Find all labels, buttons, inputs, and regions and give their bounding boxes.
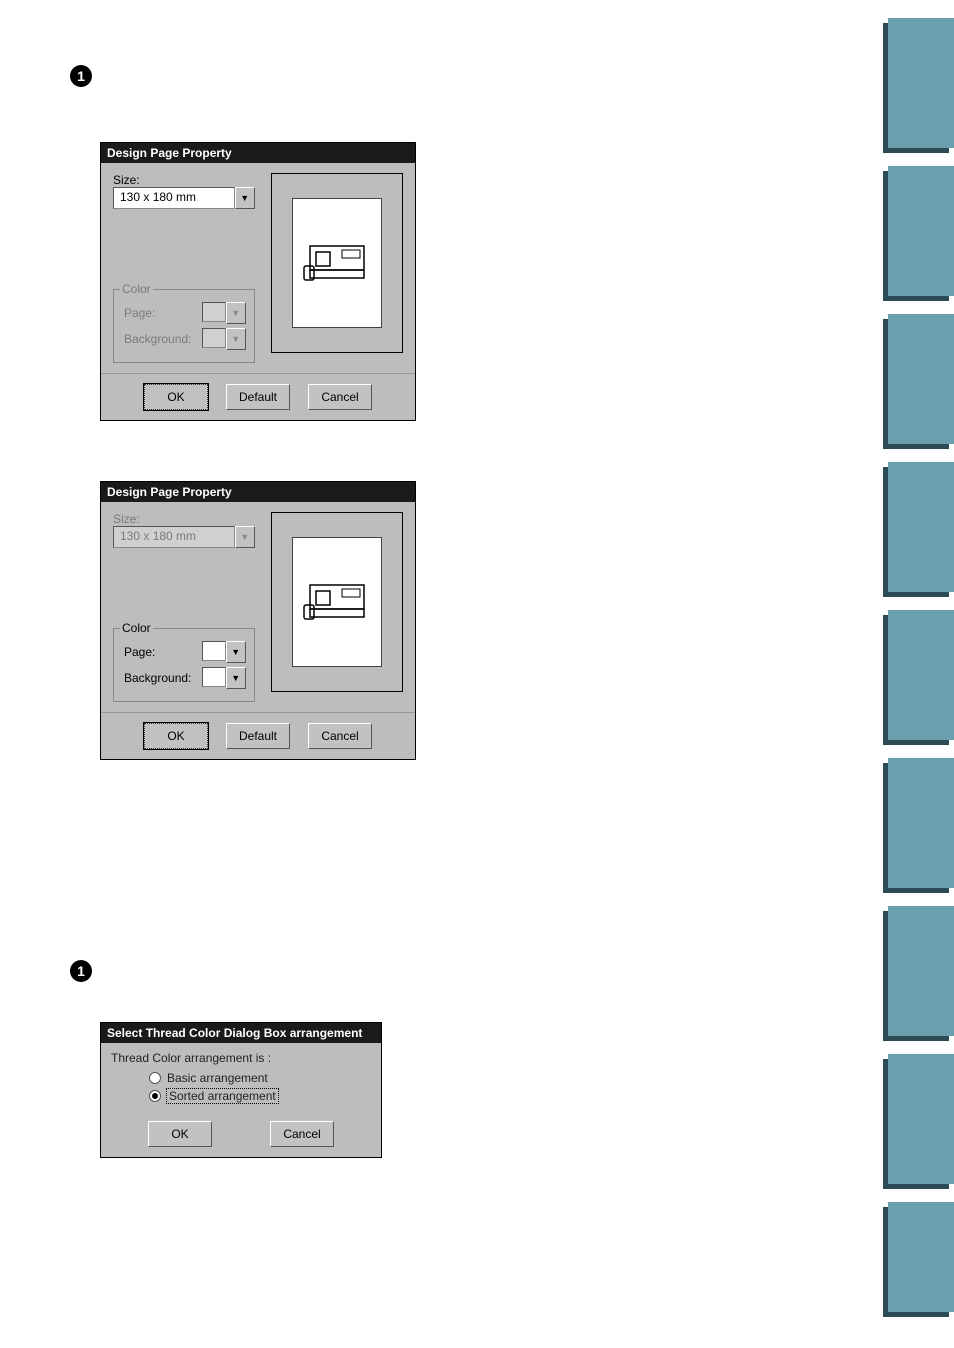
side-tabs <box>888 18 954 1312</box>
page-label: Page: <box>124 306 155 320</box>
radio-label: Basic arrangement <box>167 1071 268 1085</box>
radio-basic-arrangement[interactable]: Basic arrangement <box>149 1071 371 1085</box>
size-label: Size: <box>113 512 255 526</box>
chevron-down-icon: ▼ <box>235 526 255 548</box>
design-page-property-dialog-2: Design Page Property Size: 130 x 180 mm … <box>100 481 416 760</box>
size-label: Size: <box>113 173 255 187</box>
chevron-down-icon[interactable]: ▼ <box>226 667 246 689</box>
cancel-button[interactable]: Cancel <box>308 384 372 410</box>
page-color-swatch <box>202 641 226 661</box>
side-tab[interactable] <box>888 906 954 1036</box>
page-content: 1 Design Page Property Size: 130 x 180 m… <box>70 65 850 1158</box>
side-tab[interactable] <box>888 1054 954 1184</box>
dialog-footer: OK Default Cancel <box>101 373 415 420</box>
cancel-button[interactable]: Cancel <box>308 723 372 749</box>
design-page-property-dialog-1: Design Page Property Size: 130 x 180 mm … <box>100 142 416 421</box>
dialog-footer: OK Default Cancel <box>101 712 415 759</box>
dialog-title: Design Page Property <box>101 143 415 163</box>
bullet-one: 1 <box>70 960 92 982</box>
chevron-down-icon: ▼ <box>226 328 246 350</box>
preview-image <box>292 198 382 328</box>
side-tab[interactable] <box>888 314 954 444</box>
sewing-machine-icon <box>302 238 372 288</box>
chevron-down-icon: ▼ <box>226 302 246 324</box>
dialog-title: Design Page Property <box>101 482 415 502</box>
background-color-dropdown: ▼ <box>202 328 246 350</box>
radio-sorted-arrangement[interactable]: Sorted arrangement <box>149 1089 371 1103</box>
radio-icon <box>149 1090 161 1102</box>
color-group: Color Page: ▼ Background: <box>113 628 255 702</box>
size-dropdown[interactable]: 130 x 180 mm ▼ <box>113 187 255 209</box>
cancel-button[interactable]: Cancel <box>270 1121 334 1147</box>
background-color-swatch <box>202 667 226 687</box>
preview-image <box>292 537 382 667</box>
page-color-dropdown[interactable]: ▼ <box>202 641 246 663</box>
sewing-machine-icon <box>302 577 372 627</box>
preview-area <box>271 512 403 692</box>
color-group: Color Page: ▼ Background: <box>113 289 255 363</box>
preview-area <box>271 173 403 353</box>
color-legend: Color <box>120 282 153 296</box>
radio-label: Sorted arrangement <box>167 1089 278 1103</box>
ok-button[interactable]: OK <box>144 384 208 410</box>
arrangement-heading: Thread Color arrangement is : <box>111 1051 371 1065</box>
chevron-down-icon[interactable]: ▼ <box>235 187 255 209</box>
background-color-swatch <box>202 328 226 348</box>
ok-button[interactable]: OK <box>144 723 208 749</box>
size-value: 130 x 180 mm <box>113 187 235 209</box>
side-tab[interactable] <box>888 462 954 592</box>
side-tab[interactable] <box>888 610 954 740</box>
side-tab[interactable] <box>888 166 954 296</box>
page-label: Page: <box>124 645 155 659</box>
default-button[interactable]: Default <box>226 384 290 410</box>
thread-color-arrangement-dialog: Select Thread Color Dialog Box arrangeme… <box>100 1022 382 1158</box>
side-tab[interactable] <box>888 1202 954 1312</box>
color-legend: Color <box>120 621 153 635</box>
background-color-dropdown[interactable]: ▼ <box>202 667 246 689</box>
size-dropdown: 130 x 180 mm ▼ <box>113 526 255 548</box>
background-label: Background: <box>124 332 191 346</box>
size-value: 130 x 180 mm <box>113 526 235 548</box>
page-color-swatch <box>202 302 226 322</box>
side-tab[interactable] <box>888 18 954 148</box>
dialog-title: Select Thread Color Dialog Box arrangeme… <box>101 1023 381 1043</box>
bullet-one: 1 <box>70 65 92 87</box>
side-tab[interactable] <box>888 758 954 888</box>
dialog-footer: OK Cancel <box>101 1113 381 1157</box>
chevron-down-icon[interactable]: ▼ <box>226 641 246 663</box>
background-label: Background: <box>124 671 191 685</box>
ok-button[interactable]: OK <box>148 1121 212 1147</box>
radio-icon <box>149 1072 161 1084</box>
page-color-dropdown: ▼ <box>202 302 246 324</box>
default-button[interactable]: Default <box>226 723 290 749</box>
